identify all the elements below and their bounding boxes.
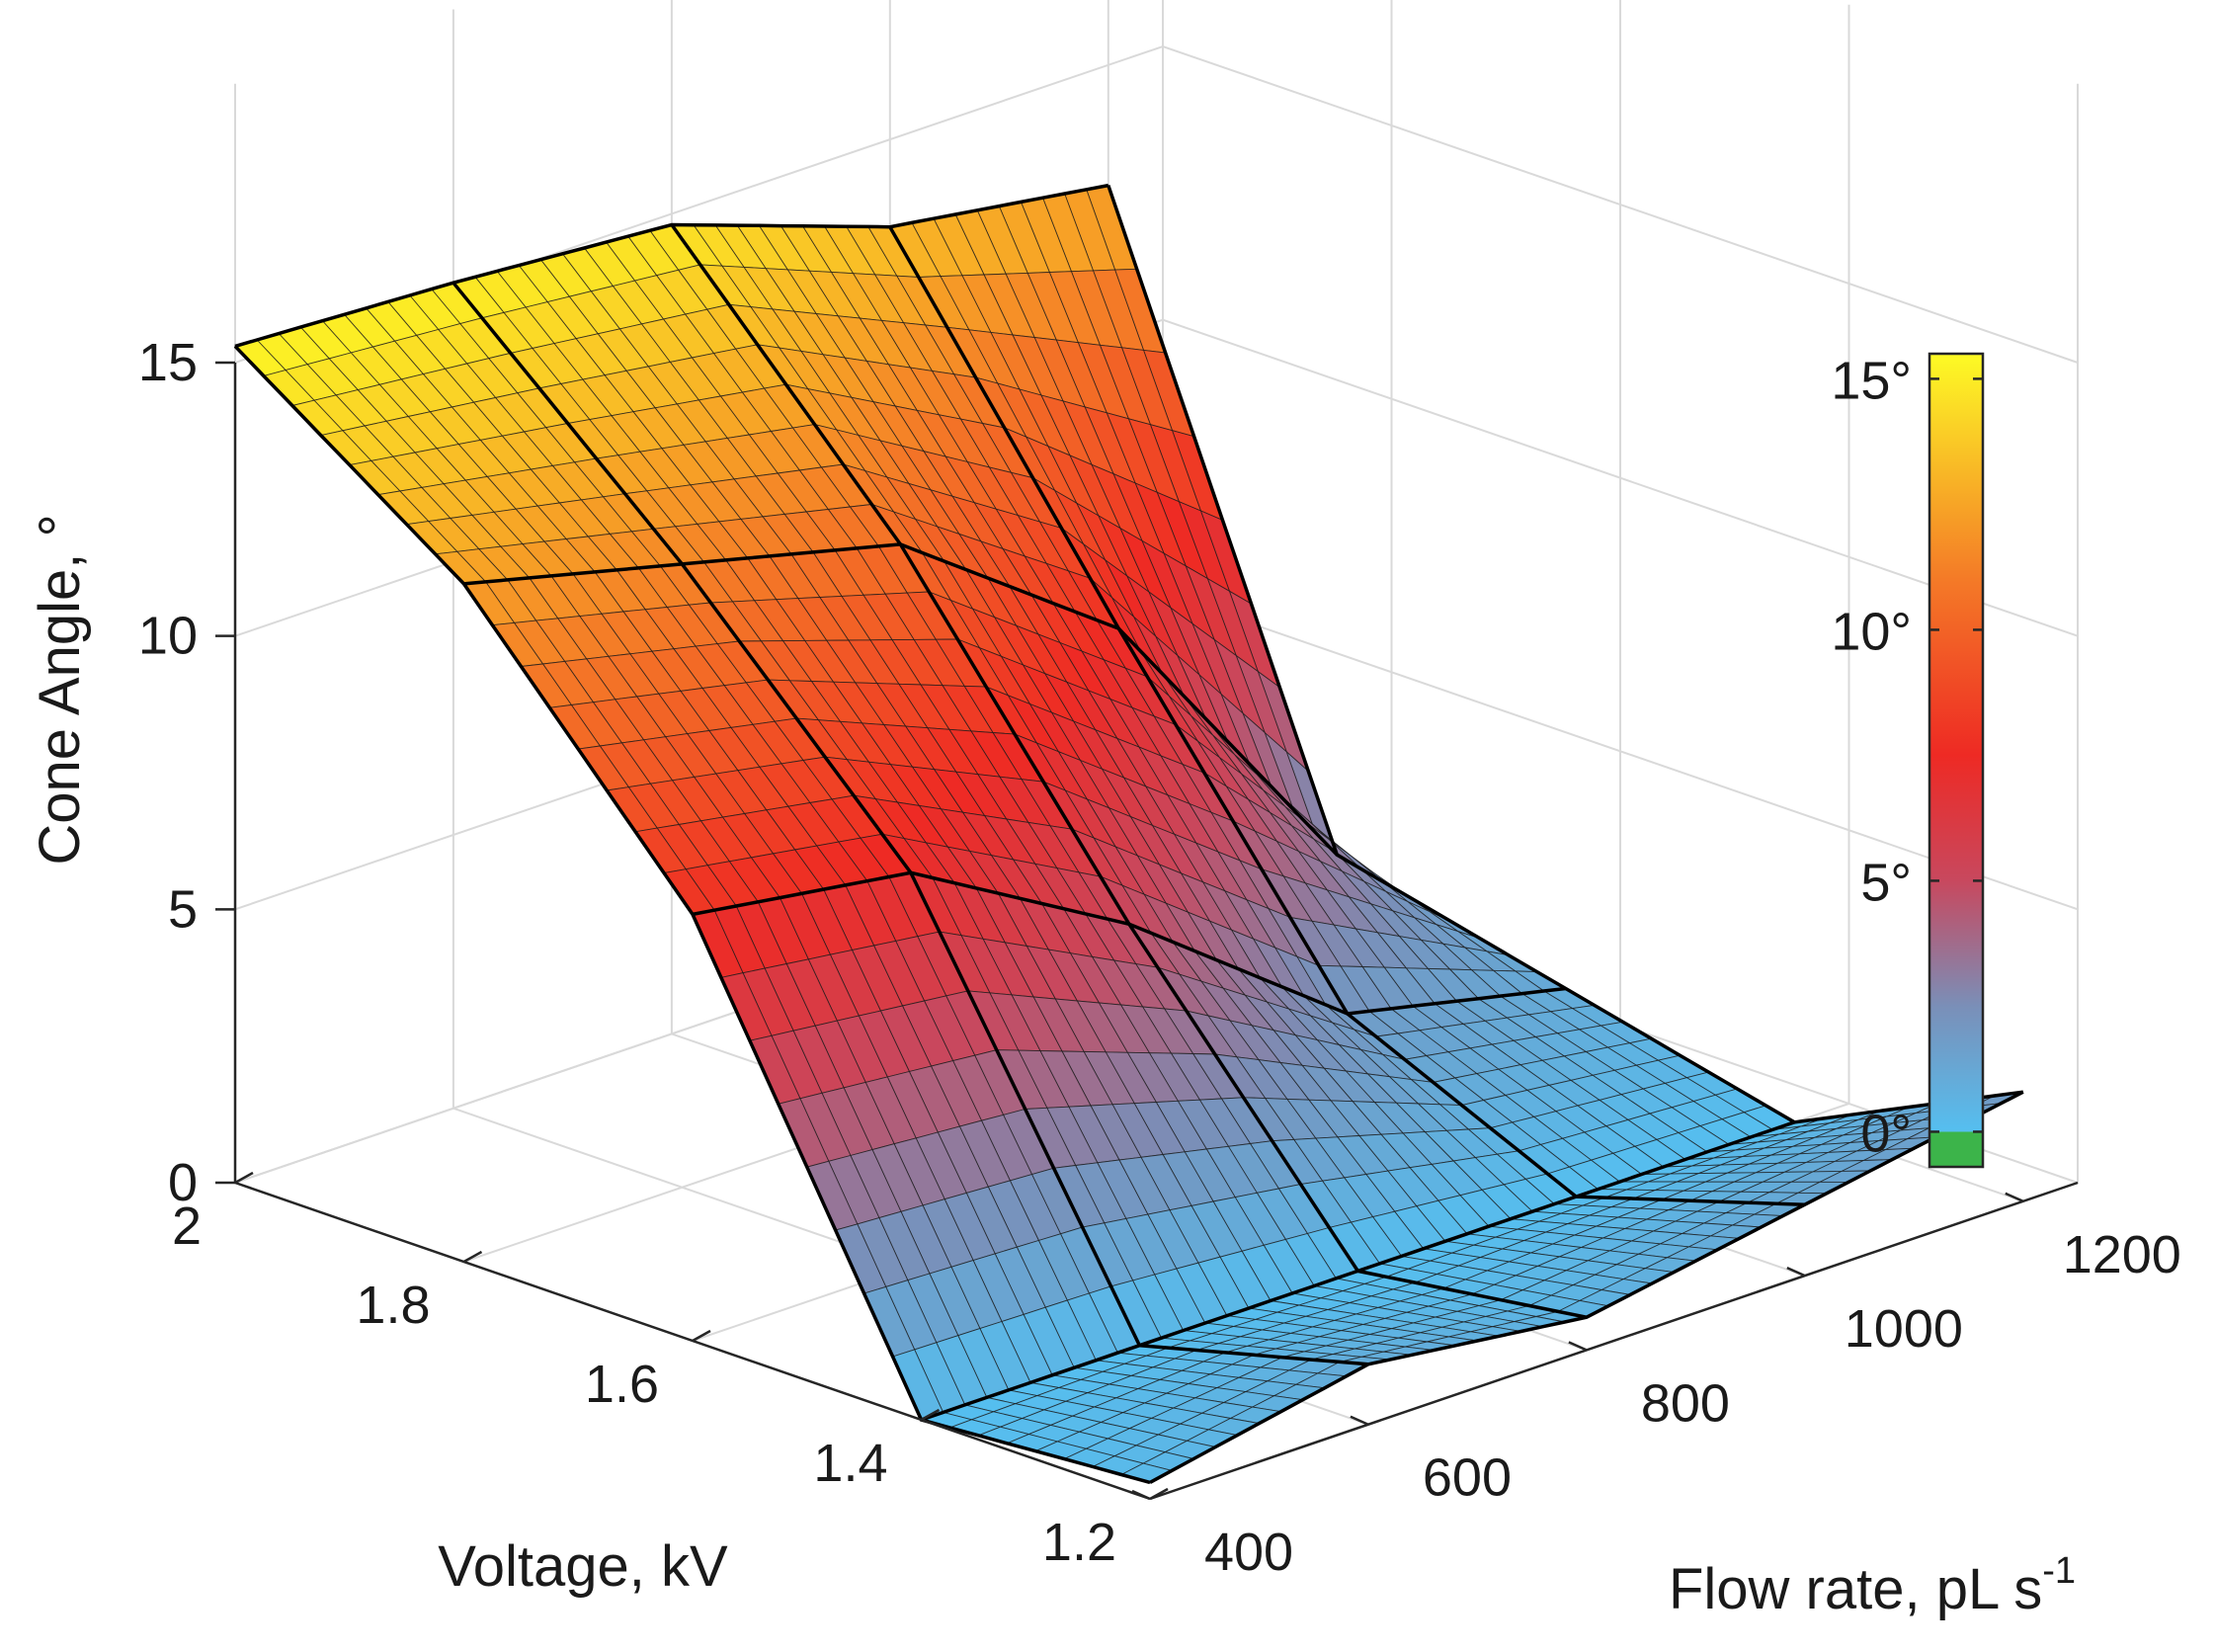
- y-tick-label: 1.8: [356, 1276, 430, 1335]
- y-tick-label: 1.4: [813, 1434, 887, 1493]
- x-axis-line: [1149, 1181, 2079, 1501]
- y-tick-mark: [462, 1250, 483, 1264]
- y-tick-mark: [692, 1329, 711, 1343]
- y-tick-mark: [234, 1171, 254, 1185]
- x-tick-mark: [2005, 1192, 2024, 1202]
- z-tick-label: 10: [138, 607, 198, 666]
- surface-data-line: [451, 282, 1369, 1366]
- z-tick-label: 5: [168, 879, 198, 939]
- x-axis-title-main: Flow rate, pL s: [1669, 1557, 2042, 1621]
- x-tick-mark: [1568, 1341, 1588, 1352]
- tick-labels: 400 600 800 1000 1200 1.2 1.4 1.6 1.8 20 5 10 15: [138, 333, 2181, 1582]
- x-tick-label: 400: [1204, 1523, 1293, 1582]
- axes-box: [215, 361, 2079, 1501]
- x-axis-title-superscript: -1: [2042, 1550, 2076, 1592]
- y-axis-title: Voltage, kV: [438, 1534, 728, 1599]
- colorbar-tick-label: 5°: [1860, 853, 1912, 912]
- surface-data-line: [670, 223, 1588, 1319]
- colorbar-tick-label: 10°: [1831, 602, 1912, 661]
- z-axis-title: Cone Angle, °: [28, 514, 92, 865]
- x-tick-label: 800: [1641, 1373, 1730, 1433]
- y-tick-mark: [1149, 1487, 1169, 1501]
- y-tick-label: 1.2: [1042, 1513, 1116, 1572]
- surface-data-line: [233, 345, 1151, 1485]
- x-tick-mark: [1131, 1489, 1151, 1501]
- surface-plot: [233, 183, 2024, 1485]
- surface-data-line: [888, 225, 1805, 1206]
- colorbar-tick-label: 0°: [1860, 1104, 1912, 1163]
- x-tick-label: 1000: [1845, 1299, 1963, 1359]
- x-tick-label: 1200: [2063, 1225, 2181, 1284]
- colorbar-gradient: [1928, 352, 1985, 1169]
- z-tick-label: 0: [168, 1153, 198, 1212]
- y-tick-label: 1.6: [585, 1355, 659, 1414]
- x-tick-mark: [1350, 1415, 1369, 1426]
- colorbar-tick-label: 15°: [1831, 351, 1912, 410]
- z-tick-label: 15: [138, 333, 198, 392]
- surface-data-line: [1107, 185, 2024, 1124]
- y-tick-mark: [920, 1408, 941, 1422]
- x-tick-mark: [1786, 1266, 1806, 1278]
- y-tick-label: 2: [172, 1197, 202, 1256]
- colorbar: 0° 5° 10° 15°: [1831, 351, 1985, 1169]
- x-tick-label: 600: [1423, 1448, 1512, 1508]
- x-axis-title: Flow rate, pL s-1: [1669, 1550, 2076, 1621]
